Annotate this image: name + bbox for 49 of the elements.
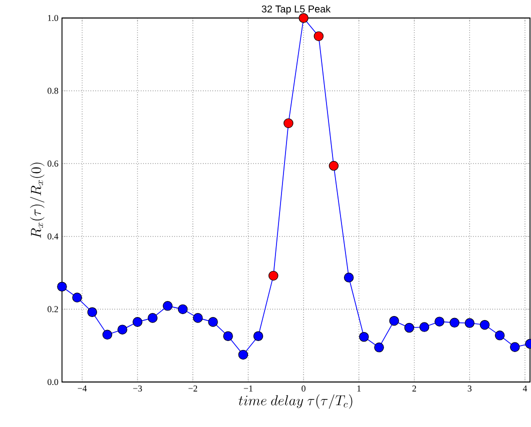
x-tick-label: 0 xyxy=(302,386,306,392)
point xyxy=(102,330,112,340)
point xyxy=(404,322,414,333)
point xyxy=(298,13,308,23)
point xyxy=(494,330,505,340)
point xyxy=(374,342,384,352)
point xyxy=(389,316,399,326)
point xyxy=(268,270,278,281)
point xyxy=(178,304,188,314)
point xyxy=(464,318,474,328)
point xyxy=(510,342,520,352)
point xyxy=(359,332,369,342)
point xyxy=(132,317,142,327)
point xyxy=(253,331,264,342)
x-tick-label: −2 xyxy=(188,386,198,392)
x-tick-label: −3 xyxy=(133,386,142,392)
x-tick-label: 3 xyxy=(468,386,472,392)
point xyxy=(162,301,173,311)
y-axis-title: $R_x(\tau)/R_x(0)$ xyxy=(30,162,44,238)
point xyxy=(328,160,339,171)
point xyxy=(480,320,490,330)
y-tick-label: 0.6 xyxy=(48,160,58,167)
y-tick-label: 0.0 xyxy=(48,378,58,386)
point xyxy=(208,317,218,327)
x-axis-title: $time\ delay\ \tau(\tau/T_c)$ xyxy=(238,394,352,409)
x-tick-label: 4 xyxy=(522,386,528,392)
point xyxy=(223,331,233,342)
y-tick-label: 0.4 xyxy=(48,233,58,240)
point xyxy=(72,292,82,302)
x-tick-label: −1 xyxy=(244,386,252,392)
point xyxy=(118,324,128,334)
x-tick-label: −4 xyxy=(78,386,87,392)
point xyxy=(193,313,203,323)
x-tick-label: 1 xyxy=(357,386,361,392)
chart-title: 32 Tap L5 Peak xyxy=(262,5,331,14)
point xyxy=(314,31,324,42)
point xyxy=(148,313,158,323)
x-tick-label: 2 xyxy=(412,386,416,392)
point xyxy=(419,322,430,332)
y-tick-label: 0.2 xyxy=(48,306,58,312)
point xyxy=(87,307,98,317)
point xyxy=(434,316,444,326)
point xyxy=(450,318,460,328)
point xyxy=(344,272,354,282)
point xyxy=(238,350,248,360)
point xyxy=(57,282,67,292)
point xyxy=(284,118,294,128)
y-tick-label: 0.8 xyxy=(48,88,58,94)
y-tick-label: 1.0 xyxy=(48,14,58,22)
